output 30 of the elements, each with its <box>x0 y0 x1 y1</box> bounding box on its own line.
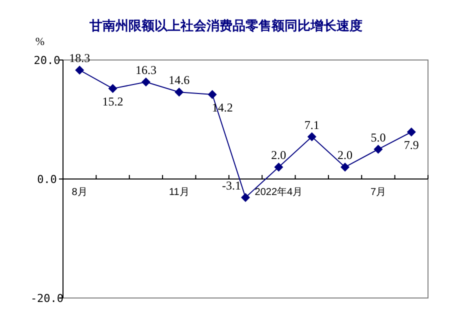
y-tick-label: 20.0 <box>34 54 60 67</box>
data-label: 18.3 <box>69 51 90 66</box>
x-tick-label: 7月 <box>370 187 386 198</box>
point <box>75 66 84 75</box>
data-label: 5.0 <box>370 130 386 144</box>
data-label: 7.1 <box>304 118 320 132</box>
data-label: 7.9 <box>404 138 419 152</box>
point <box>406 127 416 136</box>
data-label: 16.3 <box>135 63 156 78</box>
chart-title: 甘南州限额以上社会消费品零售额同比增长速度 <box>88 18 362 33</box>
data-label: 15.2 <box>102 94 124 109</box>
point <box>374 144 383 154</box>
point <box>241 192 250 202</box>
point <box>108 84 118 94</box>
x-tick-label: 2022年4月 <box>254 186 303 198</box>
x-tick-label: 8月 <box>72 187 88 198</box>
point <box>340 162 350 172</box>
point <box>174 88 184 97</box>
data-label: 14.6 <box>168 73 190 88</box>
point <box>274 162 284 172</box>
y-tick-label: -20.0 <box>30 292 64 305</box>
data-label: 2.0 <box>338 148 353 162</box>
point <box>307 132 316 142</box>
data-label: -3.1 <box>222 178 241 192</box>
data-label: 2.0 <box>271 148 286 162</box>
point <box>208 90 217 100</box>
point <box>141 78 150 87</box>
y-tick-label: 0.0 <box>37 173 57 186</box>
y-axis-title: % <box>35 36 45 48</box>
x-tick-label: 11月 <box>168 187 190 198</box>
